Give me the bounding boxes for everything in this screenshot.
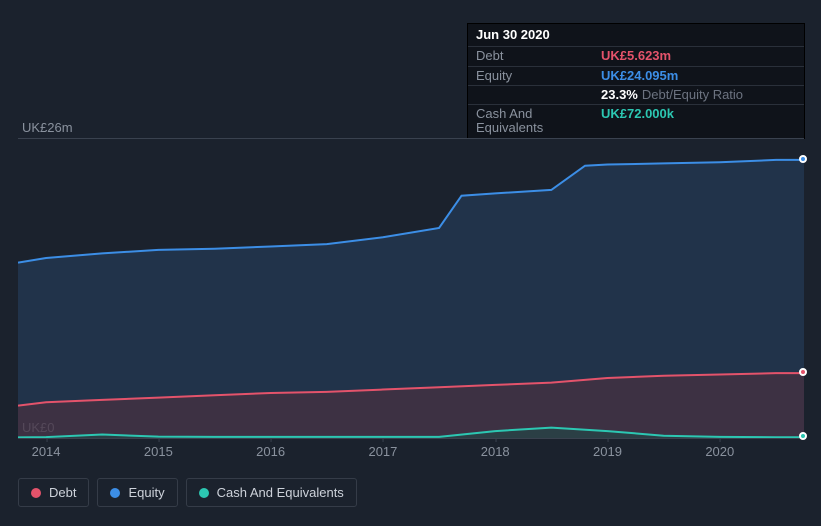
tooltip-row: Cash And EquivalentsUK£72.000k — [468, 105, 804, 138]
x-axis-tick: 2017 — [368, 444, 397, 459]
tooltip-row-value: UK£5.623m — [601, 49, 796, 63]
y-axis-max: UK£26m — [22, 120, 73, 135]
x-axis: 2014 2015 2016 2017 2018 2019 2020 — [18, 444, 804, 464]
tooltip-row-label: Cash And Equivalents — [476, 107, 601, 136]
tooltip-row-value: UK£72.000k — [601, 107, 796, 136]
x-axis-tick: 2020 — [705, 444, 734, 459]
legend-label: Debt — [49, 485, 76, 500]
series-end-marker — [799, 155, 807, 163]
legend-item[interactable]: Cash And Equivalents — [186, 478, 357, 507]
legend-swatch — [31, 488, 41, 498]
legend-swatch — [199, 488, 209, 498]
tooltip-row-value: UK£24.095m — [601, 69, 796, 83]
x-axis-tick: 2016 — [256, 444, 285, 459]
tooltip-row-sublabel: Debt/Equity Ratio — [642, 87, 743, 102]
series-end-marker — [799, 368, 807, 376]
gridline-bottom — [18, 438, 804, 439]
chart-legend: Debt Equity Cash And Equivalents — [18, 478, 357, 507]
legend-label: Cash And Equivalents — [217, 485, 344, 500]
series-end-marker — [799, 432, 807, 440]
tooltip-row-label: Debt — [476, 49, 601, 63]
x-axis-tick: 2018 — [481, 444, 510, 459]
area-chart[interactable] — [18, 138, 804, 438]
tooltip-row-value: 23.3%Debt/Equity Ratio — [601, 88, 796, 102]
tooltip-row: DebtUK£5.623m — [468, 47, 804, 66]
tooltip-row-label — [476, 88, 601, 102]
legend-label: Equity — [128, 485, 164, 500]
legend-item[interactable]: Equity — [97, 478, 177, 507]
tooltip-row: EquityUK£24.095m — [468, 67, 804, 86]
chart-tooltip: Jun 30 2020 DebtUK£5.623mEquityUK£24.095… — [467, 23, 805, 139]
tooltip-row: 23.3%Debt/Equity Ratio — [468, 86, 804, 105]
x-axis-tick: 2014 — [32, 444, 61, 459]
legend-swatch — [110, 488, 120, 498]
legend-item[interactable]: Debt — [18, 478, 89, 507]
tooltip-date: Jun 30 2020 — [468, 24, 804, 47]
x-axis-tick: 2015 — [144, 444, 173, 459]
tooltip-row-label: Equity — [476, 69, 601, 83]
x-axis-tick: 2019 — [593, 444, 622, 459]
